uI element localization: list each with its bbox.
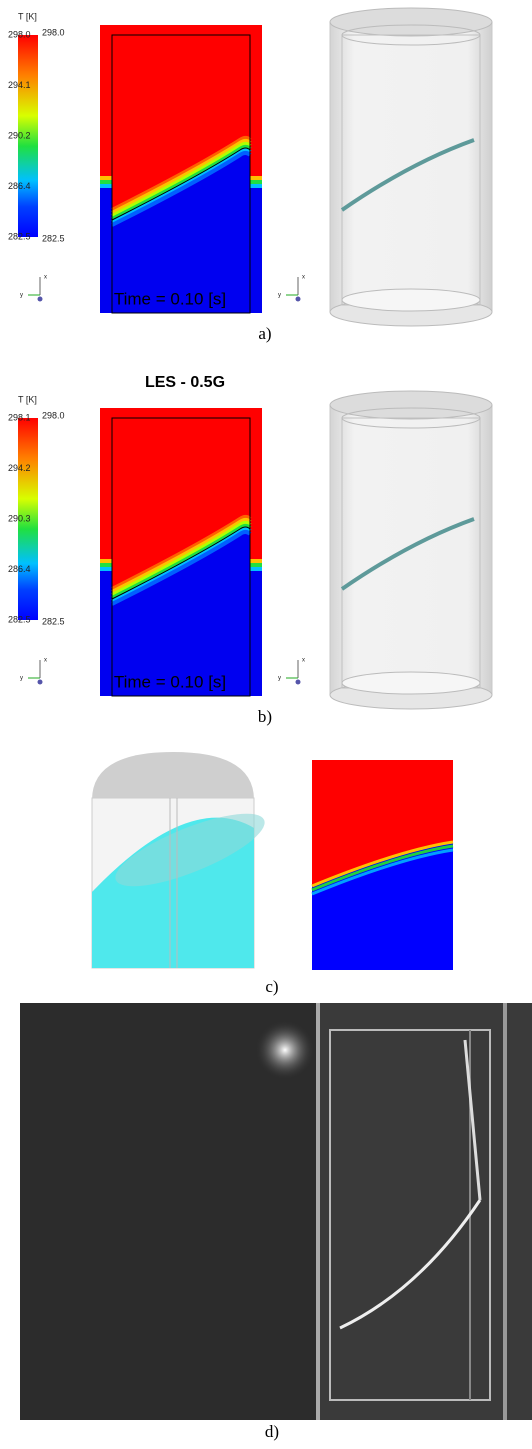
wall-band [100, 559, 112, 563]
tank-frame [111, 417, 251, 697]
colorbar-tick-label: 298.0 [8, 29, 31, 39]
panel-b: T [K] 298.1 294.2 290.3 286.4 282.5 298.0 282.5… [8, 390, 493, 726]
panel-c: c) [91, 752, 454, 996]
cylinder-top [329, 390, 493, 420]
colorbar-tick-label: 282.5 [8, 614, 31, 624]
triad-label: x [44, 658, 47, 664]
range-max: 298.0 [42, 410, 65, 420]
tank-outline [329, 1029, 491, 1401]
colorbar-tick-label: 286.4 [8, 181, 31, 191]
wall-band [100, 176, 112, 180]
triad-origin [295, 296, 301, 302]
interface-band [111, 139, 252, 215]
interface-band [111, 136, 252, 212]
wall-band [250, 184, 262, 188]
interface-line [111, 526, 251, 600]
colorbar-tick-label: 294.1 [8, 80, 31, 90]
colorbar-tick-label: 294.2 [8, 463, 31, 473]
liquid-surface [115, 813, 265, 887]
panel-label: d) [265, 1422, 279, 1441]
interface-band [111, 521, 252, 597]
cylinder-outer [329, 404, 493, 696]
triad-label: x [44, 275, 47, 281]
free-surface [340, 138, 475, 212]
range-min: 282.5 [42, 616, 65, 626]
colorbar [18, 35, 38, 237]
interface-band [111, 515, 252, 591]
inner-top [341, 407, 481, 429]
wall-band [100, 563, 112, 567]
inner-bottom [341, 288, 481, 312]
triad-label: x [302, 658, 305, 664]
panel-a: T [K] 298.0 294.1 290.2 286.4 282.5 298.0 282.5… [8, 7, 493, 343]
interface-band [111, 148, 252, 224]
time-label: Time = 0.10 [s] [114, 289, 226, 308]
tank-frame [111, 34, 251, 314]
interface-band [111, 145, 252, 221]
liquid-interface [339, 1199, 482, 1330]
triad-origin [37, 296, 43, 302]
colorbar [18, 418, 38, 620]
colorbar-title: T [K] [18, 394, 37, 404]
colorbar-tick-label: 286.4 [8, 564, 31, 574]
range-max: 298.0 [42, 27, 65, 37]
wall-band [100, 567, 112, 571]
panel-d: d) [20, 1003, 532, 1441]
colorbar-tick-label: 290.2 [8, 130, 31, 140]
tank-photo [318, 1003, 532, 1420]
interface-band [111, 518, 252, 594]
panel-title: LES - 0.5G [145, 374, 225, 391]
colorbar-tick-label: 298.1 [8, 412, 31, 422]
inner-top [341, 24, 481, 46]
triad-label: y [20, 293, 23, 299]
panel-label: a) [258, 324, 271, 343]
colorbar-tick-label: 290.3 [8, 513, 31, 523]
colorbar-tick-label: 282.5 [8, 231, 31, 241]
triad-origin [295, 679, 301, 685]
wall-band [250, 176, 262, 180]
meniscus [463, 1039, 482, 1201]
light [255, 1020, 315, 1080]
free-surface [340, 517, 475, 591]
panel-label: b) [258, 707, 272, 726]
dome [92, 752, 254, 800]
interface-band [111, 530, 252, 606]
interface [311, 848, 454, 896]
wall-band [250, 563, 262, 567]
interface-band [111, 524, 252, 600]
triad-origin [37, 679, 43, 685]
interface [311, 844, 454, 892]
interface-band [111, 151, 252, 227]
colorbar-title: T [K] [18, 11, 37, 21]
triad-label: x [302, 275, 305, 281]
range-min: 282.5 [42, 233, 65, 243]
triad-label: y [278, 676, 281, 682]
interface [311, 840, 454, 888]
wall-band [100, 180, 112, 184]
inner-bottom [341, 671, 481, 695]
triad-label: y [20, 676, 23, 682]
panel-label: c) [265, 977, 278, 996]
wall-band [100, 184, 112, 188]
time-label: Time = 0.10 [s] [114, 672, 226, 691]
interface-line [111, 147, 251, 221]
wall-band [250, 180, 262, 184]
wall-band [250, 567, 262, 571]
hot-region [312, 760, 453, 886]
cylinder-top [329, 7, 493, 37]
hot-region [100, 408, 262, 589]
triad-label: y [278, 293, 281, 299]
hot-region [100, 25, 262, 210]
interface-band [111, 142, 252, 218]
interface-band [111, 527, 252, 603]
wall-band [250, 559, 262, 563]
